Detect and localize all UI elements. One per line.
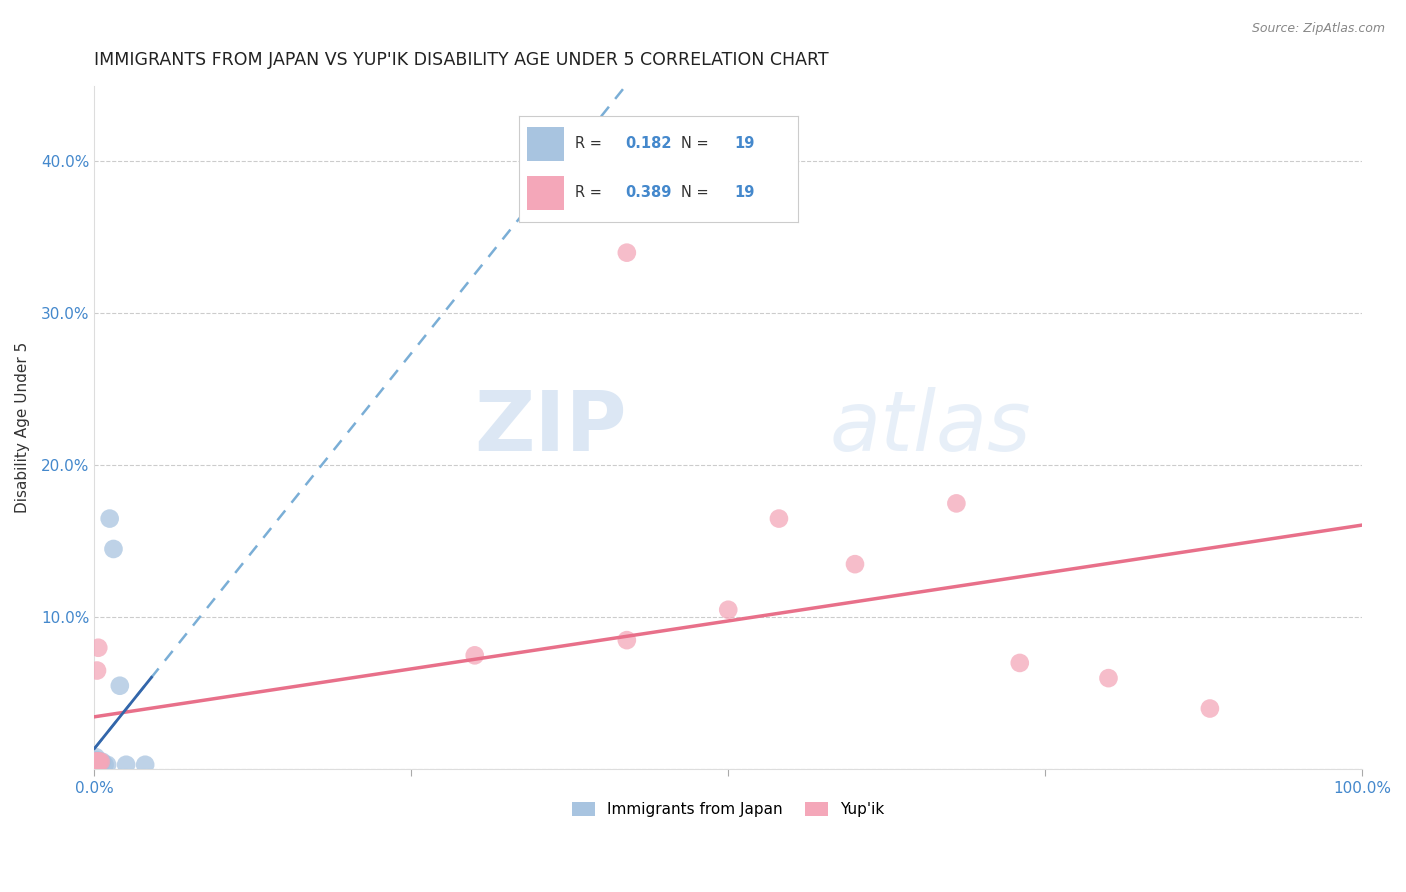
Legend: Immigrants from Japan, Yup'ik: Immigrants from Japan, Yup'ik (565, 796, 891, 823)
Point (87, 757, 110, 772)
Point (93, 757, 115, 772)
Point (84, 755, 107, 769)
Point (108, 679, 131, 693)
Point (616, 633, 638, 648)
Point (87, 640, 110, 655)
Point (768, 511, 790, 525)
Point (1199, 701, 1222, 715)
Point (1097, 671, 1119, 685)
Point (98, 511, 121, 525)
Point (89, 755, 111, 769)
Point (616, 245, 638, 260)
Point (84, 755, 107, 769)
Point (91, 755, 114, 769)
Point (96, 757, 118, 772)
Point (464, 648, 486, 663)
Point (89, 757, 111, 772)
Point (844, 557, 866, 571)
Point (84, 755, 107, 769)
Point (86, 756, 108, 771)
Text: ZIP: ZIP (474, 387, 627, 468)
Point (86, 753, 108, 767)
Point (84, 750, 107, 764)
Text: Source: ZipAtlas.com: Source: ZipAtlas.com (1251, 22, 1385, 36)
Point (115, 757, 138, 772)
Point (90, 755, 112, 769)
Text: IMMIGRANTS FROM JAPAN VS YUP'IK DISABILITY AGE UNDER 5 CORRELATION CHART: IMMIGRANTS FROM JAPAN VS YUP'IK DISABILI… (94, 51, 830, 69)
Point (84, 757, 107, 772)
Point (1008, 656, 1031, 670)
Point (945, 496, 967, 510)
Point (86, 664, 108, 678)
Y-axis label: Disability Age Under 5: Disability Age Under 5 (15, 342, 30, 513)
Point (87, 756, 110, 771)
Point (87, 755, 110, 769)
Point (87, 755, 110, 769)
Point (134, 757, 156, 772)
Text: atlas: atlas (830, 387, 1031, 468)
Point (717, 603, 740, 617)
Point (86, 755, 108, 769)
Point (87, 755, 110, 769)
Point (86, 755, 108, 769)
Point (90, 756, 112, 771)
Point (103, 541, 125, 556)
Point (86, 757, 108, 772)
